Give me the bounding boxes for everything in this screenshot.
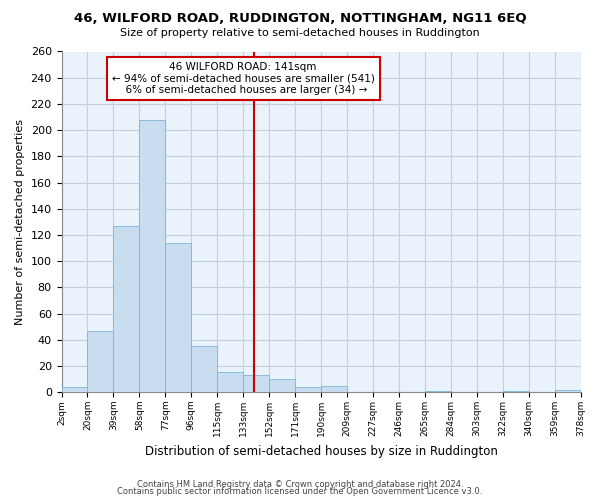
- Bar: [191, 346, 217, 392]
- Bar: [425, 391, 451, 392]
- Bar: [243, 375, 269, 392]
- Bar: [217, 372, 243, 392]
- Bar: [321, 386, 347, 392]
- Bar: [295, 387, 321, 392]
- Text: 46, WILFORD ROAD, RUDDINGTON, NOTTINGHAM, NG11 6EQ: 46, WILFORD ROAD, RUDDINGTON, NOTTINGHAM…: [74, 12, 526, 26]
- Bar: [503, 391, 529, 392]
- Text: Size of property relative to semi-detached houses in Ruddington: Size of property relative to semi-detach…: [120, 28, 480, 38]
- Bar: [269, 379, 295, 392]
- Bar: [113, 226, 139, 392]
- Y-axis label: Number of semi-detached properties: Number of semi-detached properties: [15, 119, 25, 325]
- Bar: [88, 330, 113, 392]
- Text: Contains public sector information licensed under the Open Government Licence v3: Contains public sector information licen…: [118, 487, 482, 496]
- Bar: [139, 120, 166, 392]
- X-axis label: Distribution of semi-detached houses by size in Ruddington: Distribution of semi-detached houses by …: [145, 444, 497, 458]
- Bar: [554, 390, 580, 392]
- Text: Contains HM Land Registry data © Crown copyright and database right 2024.: Contains HM Land Registry data © Crown c…: [137, 480, 463, 489]
- Bar: [62, 387, 88, 392]
- Bar: [166, 243, 191, 392]
- Text: 46 WILFORD ROAD: 141sqm
← 94% of semi-detached houses are smaller (541)
  6% of : 46 WILFORD ROAD: 141sqm ← 94% of semi-de…: [112, 62, 374, 95]
